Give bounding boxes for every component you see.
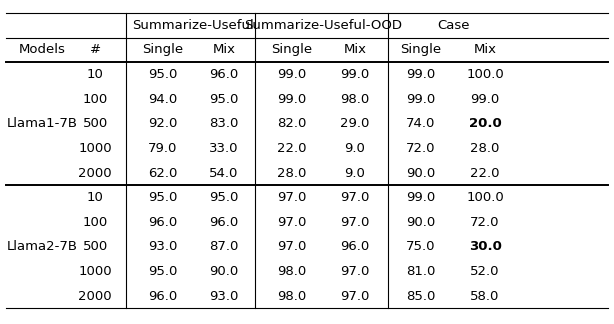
- Text: Case: Case: [437, 19, 469, 32]
- Text: 1000: 1000: [79, 142, 112, 155]
- Text: 10: 10: [87, 191, 104, 204]
- Text: 100: 100: [82, 216, 108, 229]
- Text: 72.0: 72.0: [470, 216, 500, 229]
- Text: 98.0: 98.0: [277, 265, 306, 278]
- Text: 95.0: 95.0: [209, 191, 239, 204]
- Text: 99.0: 99.0: [340, 68, 370, 81]
- Text: Mix: Mix: [343, 43, 367, 56]
- Text: 99.0: 99.0: [406, 68, 435, 81]
- Text: 99.0: 99.0: [406, 191, 435, 204]
- Text: 100.0: 100.0: [466, 68, 504, 81]
- Text: 58.0: 58.0: [470, 290, 500, 303]
- Text: 54.0: 54.0: [209, 167, 239, 179]
- Text: 2000: 2000: [79, 167, 112, 179]
- Text: 29.0: 29.0: [340, 117, 370, 130]
- Text: 62.0: 62.0: [148, 167, 177, 179]
- Text: 10: 10: [87, 68, 104, 81]
- Text: 95.0: 95.0: [148, 68, 177, 81]
- Text: 500: 500: [82, 117, 108, 130]
- Text: 74.0: 74.0: [406, 117, 435, 130]
- Text: 97.0: 97.0: [340, 265, 370, 278]
- Text: 95.0: 95.0: [148, 265, 177, 278]
- Text: 33.0: 33.0: [209, 142, 239, 155]
- Text: 72.0: 72.0: [406, 142, 435, 155]
- Text: 1000: 1000: [79, 265, 112, 278]
- Text: 96.0: 96.0: [148, 290, 177, 303]
- Text: 97.0: 97.0: [277, 191, 306, 204]
- Text: 9.0: 9.0: [344, 167, 365, 179]
- Text: 93.0: 93.0: [148, 240, 177, 253]
- Text: 90.0: 90.0: [406, 216, 435, 229]
- Text: Summarize-Useful: Summarize-Useful: [133, 19, 254, 32]
- Text: Summarize-Useful-OOD: Summarize-Useful-OOD: [244, 19, 403, 32]
- Text: 9.0: 9.0: [344, 142, 365, 155]
- Text: 90.0: 90.0: [209, 265, 239, 278]
- Text: 75.0: 75.0: [406, 240, 435, 253]
- Text: 93.0: 93.0: [209, 290, 239, 303]
- Text: 28.0: 28.0: [470, 142, 500, 155]
- Text: 28.0: 28.0: [277, 167, 306, 179]
- Text: 97.0: 97.0: [277, 240, 306, 253]
- Text: 82.0: 82.0: [277, 117, 306, 130]
- Text: 96.0: 96.0: [340, 240, 370, 253]
- Text: 96.0: 96.0: [148, 216, 177, 229]
- Text: 94.0: 94.0: [148, 93, 177, 106]
- Text: 79.0: 79.0: [148, 142, 177, 155]
- Text: 90.0: 90.0: [406, 167, 435, 179]
- Text: Models: Models: [18, 43, 65, 56]
- Text: 97.0: 97.0: [340, 191, 370, 204]
- Text: 99.0: 99.0: [277, 68, 306, 81]
- Text: 97.0: 97.0: [340, 290, 370, 303]
- Text: 85.0: 85.0: [406, 290, 435, 303]
- Text: 97.0: 97.0: [277, 216, 306, 229]
- Text: 99.0: 99.0: [470, 93, 500, 106]
- Text: 96.0: 96.0: [209, 68, 239, 81]
- Text: 87.0: 87.0: [209, 240, 239, 253]
- Text: 92.0: 92.0: [148, 117, 177, 130]
- Text: 30.0: 30.0: [468, 240, 502, 253]
- Text: 52.0: 52.0: [470, 265, 500, 278]
- Text: 100: 100: [82, 93, 108, 106]
- Text: Llama2-7B: Llama2-7B: [6, 240, 77, 253]
- Text: 98.0: 98.0: [340, 93, 370, 106]
- Text: 99.0: 99.0: [406, 93, 435, 106]
- Text: Single: Single: [400, 43, 441, 56]
- Text: Mix: Mix: [212, 43, 236, 56]
- Text: 96.0: 96.0: [209, 216, 239, 229]
- Text: 22.0: 22.0: [470, 167, 500, 179]
- Text: 83.0: 83.0: [209, 117, 239, 130]
- Text: 20.0: 20.0: [468, 117, 502, 130]
- Text: 500: 500: [82, 240, 108, 253]
- Text: 99.0: 99.0: [277, 93, 306, 106]
- Text: 81.0: 81.0: [406, 265, 435, 278]
- Text: 2000: 2000: [79, 290, 112, 303]
- Text: 95.0: 95.0: [148, 191, 177, 204]
- Text: 100.0: 100.0: [466, 191, 504, 204]
- Text: 98.0: 98.0: [277, 290, 306, 303]
- Text: Single: Single: [142, 43, 183, 56]
- Text: 97.0: 97.0: [340, 216, 370, 229]
- Text: Single: Single: [271, 43, 312, 56]
- Text: 95.0: 95.0: [209, 93, 239, 106]
- Text: #: #: [90, 43, 101, 56]
- Text: Mix: Mix: [473, 43, 497, 56]
- Text: 22.0: 22.0: [277, 142, 306, 155]
- Text: Llama1-7B: Llama1-7B: [6, 117, 77, 130]
